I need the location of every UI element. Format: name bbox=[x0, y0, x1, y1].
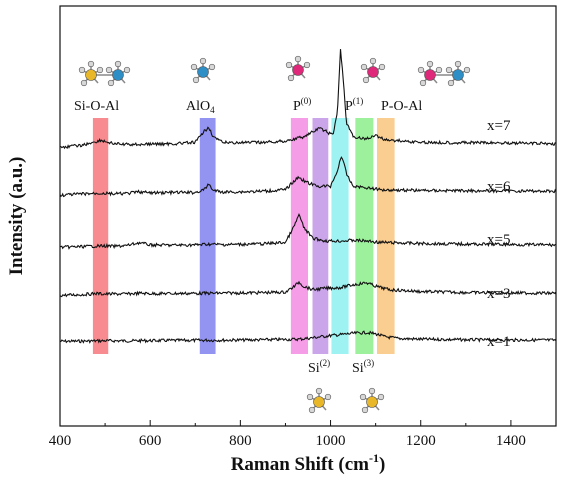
hydrogen-atom bbox=[87, 60, 95, 68]
band-highlights bbox=[92, 118, 395, 354]
label-p0-sup: (0) bbox=[301, 96, 312, 106]
series-label-x5: x=5 bbox=[487, 232, 510, 248]
hydrogen-atom bbox=[192, 76, 200, 84]
hydrogen-atom bbox=[435, 66, 443, 74]
series-line-x7 bbox=[59, 49, 557, 150]
hydrogen-atom bbox=[285, 61, 293, 69]
hydrogen-atom bbox=[208, 63, 216, 71]
al-atom bbox=[452, 69, 464, 81]
label-alo4: AlO4 bbox=[186, 99, 215, 115]
x-axis-title-main: Raman Shift (cm bbox=[231, 454, 369, 475]
hydrogen-atom bbox=[377, 393, 385, 401]
spectra-lines bbox=[59, 49, 557, 344]
x-tick-label-1000: 1000 bbox=[316, 433, 346, 449]
al-atom bbox=[112, 69, 124, 81]
si-atom bbox=[85, 69, 97, 81]
p-atom bbox=[424, 69, 436, 81]
hydrogen-atom bbox=[324, 393, 332, 401]
series-label-x7: x=7 bbox=[487, 118, 511, 134]
x-axis-title-tail: ) bbox=[379, 454, 385, 475]
hydrogen-atom bbox=[105, 66, 113, 74]
hydrogen-atom bbox=[417, 66, 425, 74]
label-p1: P(1) bbox=[345, 96, 363, 114]
label-p0: P(0) bbox=[293, 96, 311, 114]
x-axis-title: Raman Shift (cm-1) bbox=[231, 451, 386, 475]
label-p1-main: P bbox=[345, 99, 353, 114]
y-axis-title: Intensity (a.u.) bbox=[6, 157, 27, 276]
hydrogen-atom bbox=[362, 76, 370, 84]
hydrogen-atom bbox=[426, 60, 434, 68]
al-atom bbox=[197, 66, 209, 78]
series-label-x3: x=3 bbox=[487, 286, 510, 302]
hydrogen-atom bbox=[463, 66, 471, 74]
hydrogen-atom bbox=[445, 66, 453, 74]
series-line-x6 bbox=[59, 156, 557, 198]
x-tick-label-600: 600 bbox=[139, 433, 162, 449]
label-si2-sup: (2) bbox=[320, 358, 331, 368]
label-p1-sup: (1) bbox=[353, 96, 364, 106]
band-6 bbox=[376, 118, 395, 354]
hydrogen-atom bbox=[80, 79, 88, 87]
label-si-o-al: Si-O-Al bbox=[74, 99, 119, 114]
hydrogen-atom bbox=[123, 66, 131, 74]
series-labels: x=1 x=3 x=5 x=6 x=7 bbox=[487, 118, 511, 350]
hydrogen-atom bbox=[287, 74, 295, 82]
hydrogen-atom bbox=[107, 79, 115, 87]
label-alo4-main: AlO bbox=[186, 99, 210, 114]
molecule-icons bbox=[78, 55, 471, 414]
hydrogen-atom bbox=[361, 406, 369, 414]
band-2 bbox=[290, 118, 308, 354]
series-line-x3 bbox=[59, 280, 557, 298]
hydrogen-atom bbox=[114, 60, 122, 68]
label-si3-sup: (3) bbox=[364, 358, 375, 368]
series-line-x5 bbox=[59, 213, 556, 250]
label-si3: Si(3) bbox=[352, 358, 374, 376]
x-tick-label-800: 800 bbox=[229, 433, 252, 449]
band-0 bbox=[92, 118, 109, 354]
hydrogen-atom bbox=[306, 393, 314, 401]
x-axis-title-sup: -1 bbox=[369, 451, 379, 465]
x-tick-label-400: 400 bbox=[49, 433, 72, 449]
hydrogen-atom bbox=[78, 66, 86, 74]
label-p0-main: P bbox=[293, 99, 301, 114]
hydrogen-atom bbox=[199, 57, 207, 65]
hydrogen-atom bbox=[454, 60, 462, 68]
series-label-x6: x=6 bbox=[487, 179, 511, 195]
x-tick-label-1200: 1200 bbox=[406, 433, 436, 449]
hydrogen-atom bbox=[315, 387, 323, 395]
series-label-x1: x=1 bbox=[487, 334, 510, 350]
band-5 bbox=[355, 118, 374, 354]
hydrogen-atom bbox=[419, 79, 427, 87]
hydrogen-atom bbox=[96, 66, 104, 74]
si-atom bbox=[313, 396, 325, 408]
x-tick-label-1400: 1400 bbox=[496, 433, 526, 449]
hydrogen-atom bbox=[368, 387, 376, 395]
hydrogen-atom bbox=[360, 63, 368, 71]
hydrogen-atom bbox=[303, 61, 311, 69]
hydrogen-atom bbox=[190, 63, 198, 71]
hydrogen-atom bbox=[308, 406, 316, 414]
hydrogen-atom bbox=[378, 63, 386, 71]
label-si2: Si(2) bbox=[308, 358, 330, 376]
p-atom bbox=[292, 64, 304, 76]
label-si2-main: Si bbox=[308, 361, 320, 376]
x-axis-ticks: 400 600 800 1000 1200 1400 bbox=[49, 420, 526, 449]
si-atom bbox=[366, 396, 378, 408]
hydrogen-atom bbox=[294, 55, 302, 63]
band-1 bbox=[199, 118, 216, 354]
label-p-o-al: P-O-Al bbox=[381, 99, 422, 114]
hydrogen-atom bbox=[447, 79, 455, 87]
series-line-x1 bbox=[59, 330, 557, 344]
p-atom bbox=[367, 66, 379, 78]
hydrogen-atom bbox=[369, 57, 377, 65]
band-4 bbox=[331, 118, 349, 354]
band-3 bbox=[312, 118, 329, 354]
label-si3-main: Si bbox=[352, 361, 364, 376]
label-alo4-sub: 4 bbox=[210, 105, 215, 115]
hydrogen-atom bbox=[359, 393, 367, 401]
plot-frame bbox=[59, 5, 557, 427]
